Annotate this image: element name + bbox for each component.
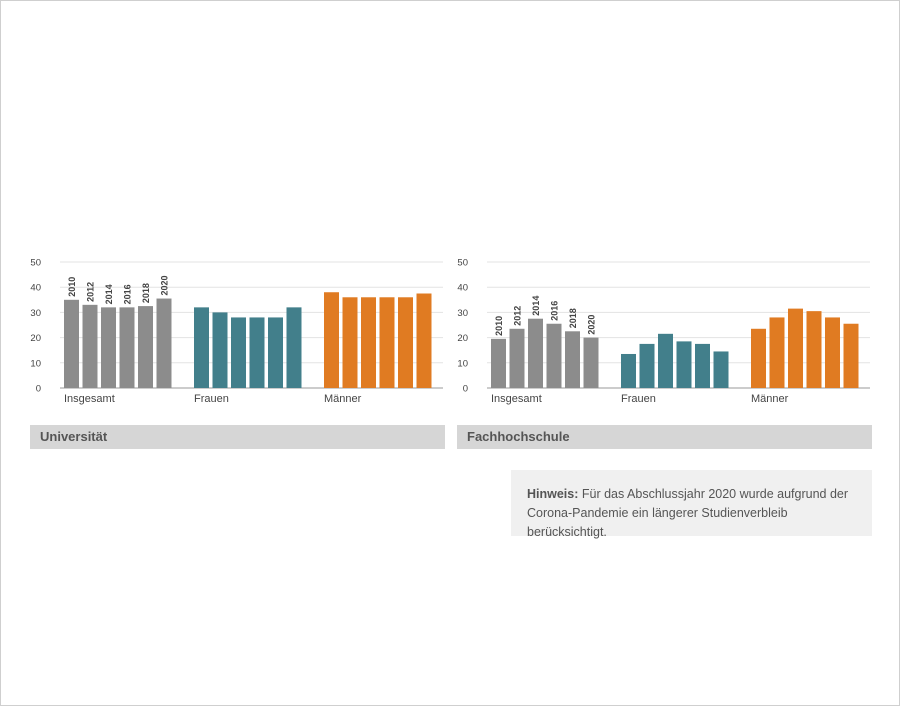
bar	[101, 307, 116, 388]
bar	[583, 337, 599, 388]
bar	[64, 299, 79, 388]
group-label: Insgesamt	[491, 393, 542, 405]
bar	[82, 304, 98, 388]
year-label: 2014	[104, 284, 114, 304]
y-tick-label: 0	[463, 384, 468, 395]
bar	[639, 343, 655, 388]
year-label: 2020	[160, 276, 170, 296]
y-tick-label: 50	[457, 258, 468, 269]
panel-label-universitaet: Universität	[30, 425, 445, 449]
group-label: Männer	[751, 393, 789, 405]
bar	[769, 317, 785, 388]
group-label: Insgesamt	[64, 393, 115, 405]
y-tick-label: 30	[30, 308, 41, 319]
bar	[398, 297, 413, 388]
y-tick-label: 40	[30, 283, 41, 294]
group-label: Frauen	[194, 393, 229, 405]
note-box: Hinweis: Für das Abschlussjahr 2020 wurd…	[511, 470, 872, 539]
bar	[119, 307, 135, 388]
y-tick-label: 30	[457, 308, 468, 319]
bar	[825, 317, 840, 388]
year-label: 2016	[550, 301, 560, 321]
bar	[361, 297, 376, 388]
bar	[806, 311, 822, 388]
bar	[751, 328, 766, 388]
chart-fachhochschule: 0 10 20 30 40 50 2010 2012 2014 2016 2018 2020 Insge…	[457, 258, 870, 405]
group-label: Frauen	[621, 393, 656, 405]
bar	[491, 338, 506, 388]
bar	[676, 341, 692, 388]
bar	[565, 331, 580, 388]
group-label: Männer	[324, 393, 362, 405]
year-label: 2016	[123, 284, 133, 304]
note-text-line1: Für das Abschlussjahr 2020 wurde aufgrun…	[578, 487, 849, 501]
bar	[268, 317, 283, 388]
chart-universitaet: 0 10 20 30 40 50 2010 2012 2014 2016 2018 2020 Insge…	[30, 258, 443, 405]
year-label: 2018	[141, 283, 151, 303]
bar	[695, 343, 710, 388]
bar	[416, 293, 432, 388]
bar	[286, 307, 302, 388]
year-label: 2012	[513, 306, 523, 326]
year-label: 2018	[568, 308, 578, 328]
y-tick-label: 0	[36, 384, 41, 395]
note-label: Hinweis:	[527, 487, 579, 501]
bar	[212, 312, 228, 388]
bar	[342, 297, 358, 388]
y-tick-label: 10	[457, 358, 468, 369]
y-tick-label: 20	[457, 333, 468, 344]
bar	[713, 351, 729, 388]
bar	[621, 353, 636, 388]
year-label: 2012	[86, 282, 96, 302]
bar	[546, 323, 562, 388]
bar	[138, 306, 153, 388]
y-tick-label: 20	[30, 333, 41, 344]
y-tick-label: 40	[457, 283, 468, 294]
bar	[788, 308, 803, 388]
bar	[528, 318, 543, 388]
bar	[249, 317, 265, 388]
bar	[843, 323, 859, 388]
year-label: 2020	[587, 315, 597, 335]
note-text-line2: Corona-Pandemie ein längerer Studienverb…	[527, 506, 788, 539]
year-label: 2010	[494, 316, 504, 336]
y-tick-label: 50	[30, 258, 41, 269]
bar	[658, 333, 673, 388]
panel-label-fachhochschule: Fachhochschule	[457, 425, 872, 449]
bar	[379, 297, 395, 388]
y-tick-label: 10	[30, 358, 41, 369]
year-label: 2014	[531, 296, 541, 316]
bar	[324, 292, 339, 388]
bar	[509, 328, 525, 388]
bar	[194, 307, 209, 388]
year-label: 2010	[67, 277, 77, 297]
bar	[231, 317, 246, 388]
bar	[156, 298, 172, 388]
